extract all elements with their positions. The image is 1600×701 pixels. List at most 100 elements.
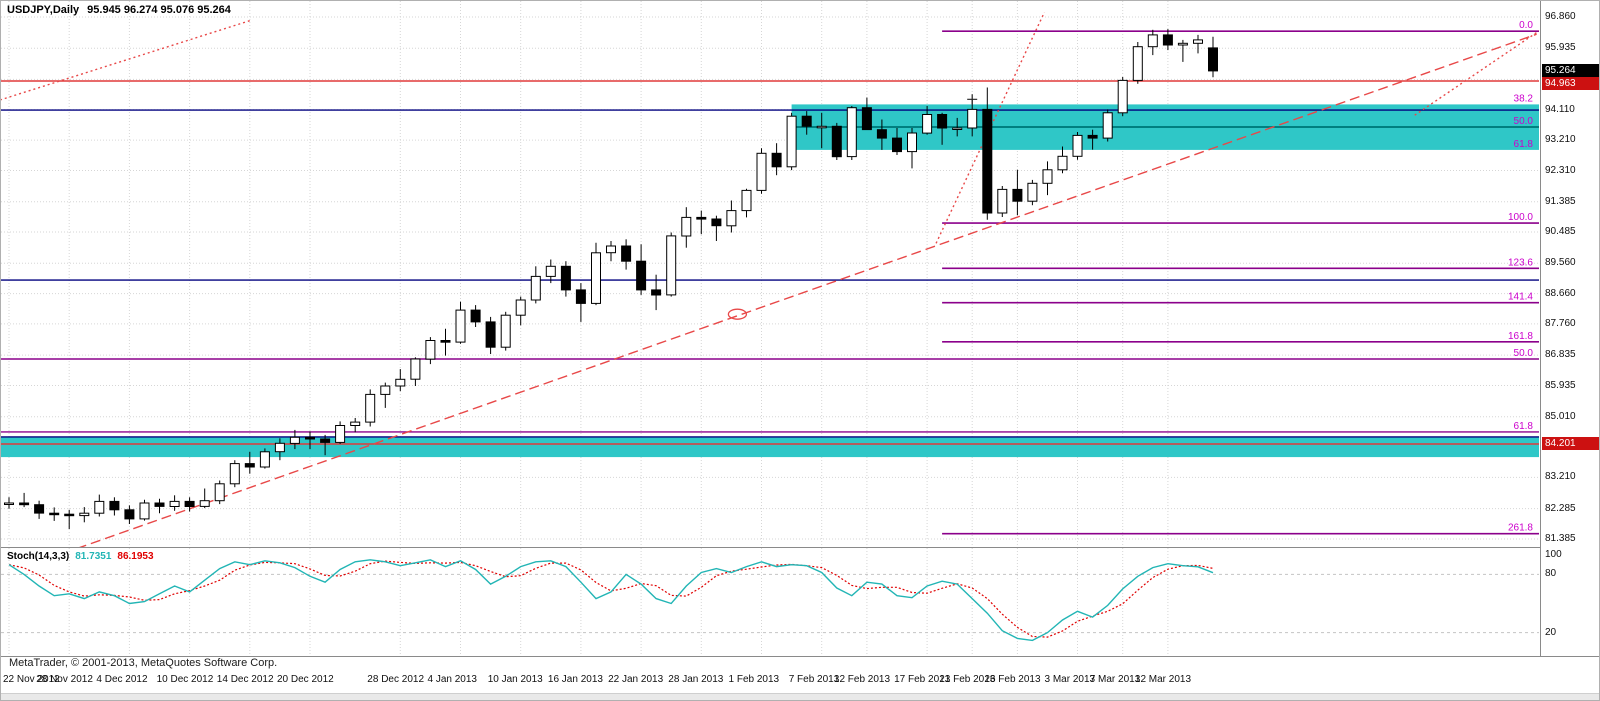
candle: [786, 115, 797, 168]
fibonacci-level-label: 50.0: [1514, 348, 1534, 359]
candle: [907, 132, 917, 153]
price-axis-label: 89.560: [1545, 257, 1576, 269]
candle: [380, 385, 391, 395]
candle: [169, 500, 180, 507]
candle: [365, 393, 376, 423]
copyright-text: MetaTrader, © 2001-2013, MetaQuotes Soft…: [9, 657, 278, 669]
candle: [922, 114, 933, 134]
price-axis[interactable]: 96.860 95.935 94.110 93.210 92.310 91.385 90.4…: [1540, 1, 1599, 656]
ellipse-annotation: [727, 308, 748, 320]
time-axis-label: 10 Jan 2013: [487, 674, 543, 685]
candle: [49, 512, 60, 516]
price-zone-band: [1, 436, 1539, 458]
indicator-scale-label: 20: [1545, 626, 1557, 638]
indicator-name: Stoch(14,3,3): [7, 551, 70, 562]
candle: [681, 216, 692, 237]
time-axis-label: 21 Feb 2013: [939, 674, 996, 685]
fibonacci-level-label: 61.8: [1514, 421, 1534, 432]
candle: [455, 309, 466, 343]
candle: [184, 500, 195, 507]
time-axis-label: 28 Dec 2012: [367, 674, 425, 685]
time-axis[interactable]: 22 Nov 2012 28 Nov 2012 4 Dec 2012 10 Dec 2…: [1, 669, 1599, 693]
candle: [937, 114, 948, 129]
price-badge: 84.201: [1542, 437, 1599, 450]
time-axis-label: 1 Feb 2013: [728, 674, 780, 685]
candle: [816, 125, 827, 129]
candle: [846, 107, 857, 158]
time-axis-label: 22 Jan 2013: [608, 674, 664, 685]
window-frame-bottom: [1, 693, 1599, 700]
candle: [997, 188, 1008, 214]
indicator-label: Stoch(14,3,3) 81.7351 86.1953: [7, 551, 154, 562]
candle: [485, 321, 496, 348]
panel-resize-handle[interactable]: [1, 547, 1599, 548]
time-axis-label: 3 Mar 2013: [1044, 674, 1096, 685]
price-chart-canvas[interactable]: 0.0 38.2 50.0 61.8 100.0 123.6 141.4 161.8 261.8…: [1, 1, 1539, 547]
stochastic-canvas[interactable]: [1, 548, 1539, 656]
candle: [305, 436, 315, 440]
indicator-main-value: 81.7351: [75, 551, 112, 562]
candle: [4, 502, 14, 505]
candle: [801, 115, 812, 127]
candle: [861, 107, 872, 131]
time-axis-label: 20 Dec 2012: [277, 674, 334, 685]
price-axis-label: 96.860: [1545, 11, 1576, 22]
fibonacci-level-label: 38.2: [1514, 93, 1534, 104]
candle: [1027, 182, 1038, 202]
candle: [696, 216, 707, 220]
candle: [1057, 155, 1068, 171]
candle: [711, 218, 722, 227]
candle: [651, 289, 662, 296]
price-axis-label: 88.660: [1545, 287, 1576, 299]
chart-title: USDJPY,Daily 95.945 96.274 95.076 95.264: [7, 4, 231, 16]
candle: [335, 425, 346, 443]
candle: [79, 512, 90, 517]
candle: [425, 340, 436, 360]
time-axis-label: 7 Mar 2013: [1089, 674, 1141, 685]
candle: [214, 483, 225, 502]
time-axis-label: 22 Nov 2012: [3, 674, 60, 685]
time-axis-label: 4 Jan 2013: [427, 674, 478, 685]
panel-separator-bottom: [1, 656, 1599, 657]
candle: [139, 502, 150, 520]
price-axis-label: 85.010: [1545, 410, 1576, 422]
price-axis-label: 94.110: [1545, 103, 1575, 115]
candle: [440, 340, 451, 343]
candle: [274, 442, 285, 453]
candle: [545, 265, 556, 277]
candle: [771, 152, 782, 168]
candle: [1193, 39, 1203, 44]
fibonacci-level-label: 61.8: [1514, 139, 1534, 150]
candle: [591, 252, 601, 304]
candle: [1072, 134, 1083, 157]
candle: [19, 502, 30, 506]
time-axis-label: 7 Feb 2013: [788, 674, 840, 685]
price-axis-label: 81.385: [1545, 533, 1576, 544]
candle: [64, 513, 75, 517]
candle: [982, 108, 993, 214]
candle: [500, 314, 511, 348]
candle: [666, 235, 677, 296]
candle: [470, 309, 481, 323]
anchor-cross-marker: [967, 94, 978, 105]
candle: [124, 509, 135, 520]
candle: [515, 299, 526, 316]
fibonacci-level-label: 261.8: [1508, 523, 1533, 534]
candle: [395, 378, 406, 387]
candle: [530, 275, 541, 301]
candle: [636, 260, 647, 291]
stoch-main-line: [8, 559, 1214, 642]
candle: [967, 108, 978, 129]
candle: [109, 500, 120, 511]
time-axis-label: 10 Dec 2012: [156, 674, 214, 685]
candle: [560, 265, 571, 291]
candle: [289, 436, 300, 444]
candle: [154, 502, 165, 507]
candle: [229, 463, 240, 485]
indicator-scale-label: 100: [1545, 549, 1562, 560]
time-axis-label: 4 Dec 2012: [96, 674, 148, 685]
candle: [876, 129, 887, 139]
candle: [621, 245, 632, 262]
fibonacci-level-label: 141.4: [1508, 292, 1533, 303]
candle: [199, 500, 210, 507]
